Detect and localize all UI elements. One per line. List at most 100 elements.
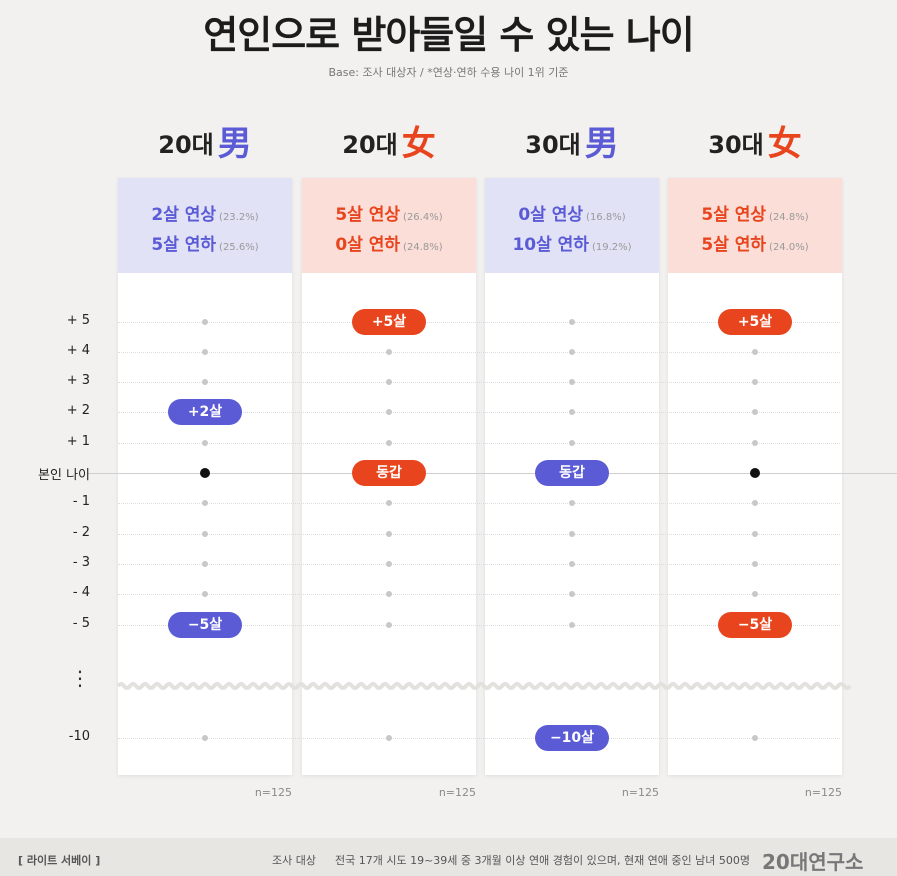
y-axis-label: + 3 <box>66 373 90 389</box>
y-axis-label: - 3 <box>72 554 90 570</box>
grid-line <box>118 563 840 565</box>
summary-younger: 5살 연하 (25.6%) <box>118 230 292 255</box>
column-header: 30대 女 <box>668 116 842 165</box>
grid-dot <box>752 591 758 598</box>
self-age-dot <box>750 468 760 478</box>
grid-dot <box>202 560 208 567</box>
grid-line <box>118 624 840 626</box>
grid-dot <box>752 560 758 567</box>
data-point-pill: −5살 <box>718 611 792 638</box>
summary-younger: 5살 연하 (24.0%) <box>668 230 842 255</box>
summary-percent: (16.8%) <box>586 212 626 223</box>
grid-dot <box>752 439 758 446</box>
card-summary: 5살 연상 (26.4%) 0살 연하 (24.8%) <box>302 178 476 273</box>
subtitle: Base: 조사 대상자 / *연상·연하 수용 나이 1위 기준 <box>328 66 569 79</box>
data-point-pill: +2살 <box>168 399 242 426</box>
summary-percent: (26.4%) <box>403 212 443 223</box>
grid-dot <box>752 735 758 741</box>
y-axis-label: - 4 <box>72 585 90 601</box>
grid-dot <box>386 530 392 537</box>
grid-dot <box>386 735 392 741</box>
grid-dot <box>386 500 392 507</box>
logo: 20대연구소 <box>762 850 864 874</box>
summary-value: 2살 연상 <box>151 205 217 225</box>
grid-dot <box>752 379 758 386</box>
summary-value: 10살 연하 <box>512 235 589 255</box>
header-age: 20대 <box>158 131 214 159</box>
grid-dot <box>752 409 758 416</box>
summary-percent: (24.8%) <box>769 212 809 223</box>
wave-line <box>116 682 852 690</box>
summary-value: 0살 연하 <box>335 235 401 255</box>
summary-percent: (24.8%) <box>403 242 443 253</box>
grid-dot <box>202 735 208 741</box>
grid-dot <box>386 348 392 355</box>
gender-symbol: 女 <box>401 124 436 164</box>
grid-line <box>118 503 840 505</box>
grid-dot <box>569 318 575 325</box>
y-axis-label: 본인 나이 <box>38 468 90 483</box>
summary-older: 5살 연상 (26.4%) <box>302 200 476 225</box>
grid-dot <box>752 500 758 507</box>
grid-line <box>118 412 840 414</box>
card-summary: 0살 연상 (16.8%) 10살 연하 (19.2%) <box>485 178 659 273</box>
grid-dot <box>386 621 392 628</box>
self-age-dot <box>200 468 210 478</box>
y-axis-label: + 5 <box>66 312 90 328</box>
self-age-line <box>88 473 897 474</box>
card-summary: 5살 연상 (24.8%) 5살 연하 (24.0%) <box>668 178 842 273</box>
grid-dot <box>752 348 758 355</box>
summary-value: 5살 연상 <box>335 205 401 225</box>
data-point-pill: −10살 <box>535 725 609 751</box>
card-summary: 2살 연상 (23.2%) 5살 연하 (25.6%) <box>118 178 292 273</box>
page-title: 연인으로 받아들일 수 있는 나이 <box>203 13 694 57</box>
summary-younger: 0살 연하 (24.8%) <box>302 230 476 255</box>
summary-older: 2살 연상 (23.2%) <box>118 200 292 225</box>
grid-line <box>118 321 840 323</box>
grid-line <box>118 594 840 596</box>
grid-line <box>118 382 840 384</box>
grid-dot <box>569 530 575 537</box>
grid-dot <box>202 318 208 325</box>
gender-symbol: 男 <box>217 124 252 164</box>
grid-dot <box>202 439 208 446</box>
grid-line <box>118 738 840 739</box>
summary-percent: (25.6%) <box>219 242 259 253</box>
grid-dot <box>569 500 575 507</box>
y-axis-label: - 2 <box>72 524 90 540</box>
y-axis-label: + 4 <box>66 342 90 358</box>
grid-dot <box>569 348 575 355</box>
summary-older: 0살 연상 (16.8%) <box>485 200 659 225</box>
sample-size: n=125 <box>804 786 842 799</box>
grid-dot <box>569 560 575 567</box>
sample-size: n=125 <box>254 786 292 799</box>
grid-dot <box>202 379 208 386</box>
grid-dot <box>752 530 758 537</box>
y-axis-label: - 1 <box>72 494 90 510</box>
grid-line <box>118 533 840 535</box>
grid-dot <box>202 348 208 355</box>
summary-younger: 10살 연하 (19.2%) <box>485 230 659 255</box>
survey-name: [ 라이트 서베이 ] <box>18 854 101 867</box>
data-point-pill: 동갑 <box>352 460 426 486</box>
grid-dot <box>569 379 575 386</box>
target-label: 조사 대상 <box>272 854 316 867</box>
column-card: 2살 연상 (23.2%) 5살 연하 (25.6%) <box>118 178 292 775</box>
summary-value: 0살 연상 <box>518 205 584 225</box>
data-point-pill: 동갑 <box>535 460 609 486</box>
grid-dot <box>386 560 392 567</box>
data-point-pill: −5살 <box>168 611 242 638</box>
column-header: 30대 男 <box>485 116 659 165</box>
grid-dot <box>386 379 392 386</box>
axis-break-wave <box>116 682 852 690</box>
summary-value: 5살 연상 <box>701 205 767 225</box>
grid-line <box>118 351 840 353</box>
y-axis-label: + 2 <box>66 403 90 419</box>
column-header: 20대 女 <box>302 116 476 165</box>
sample-size: n=125 <box>621 786 659 799</box>
header-age: 30대 <box>525 131 581 159</box>
grid-dot <box>202 591 208 598</box>
grid-dot <box>569 591 575 598</box>
grid-line <box>118 442 840 444</box>
grid-dot <box>569 621 575 628</box>
